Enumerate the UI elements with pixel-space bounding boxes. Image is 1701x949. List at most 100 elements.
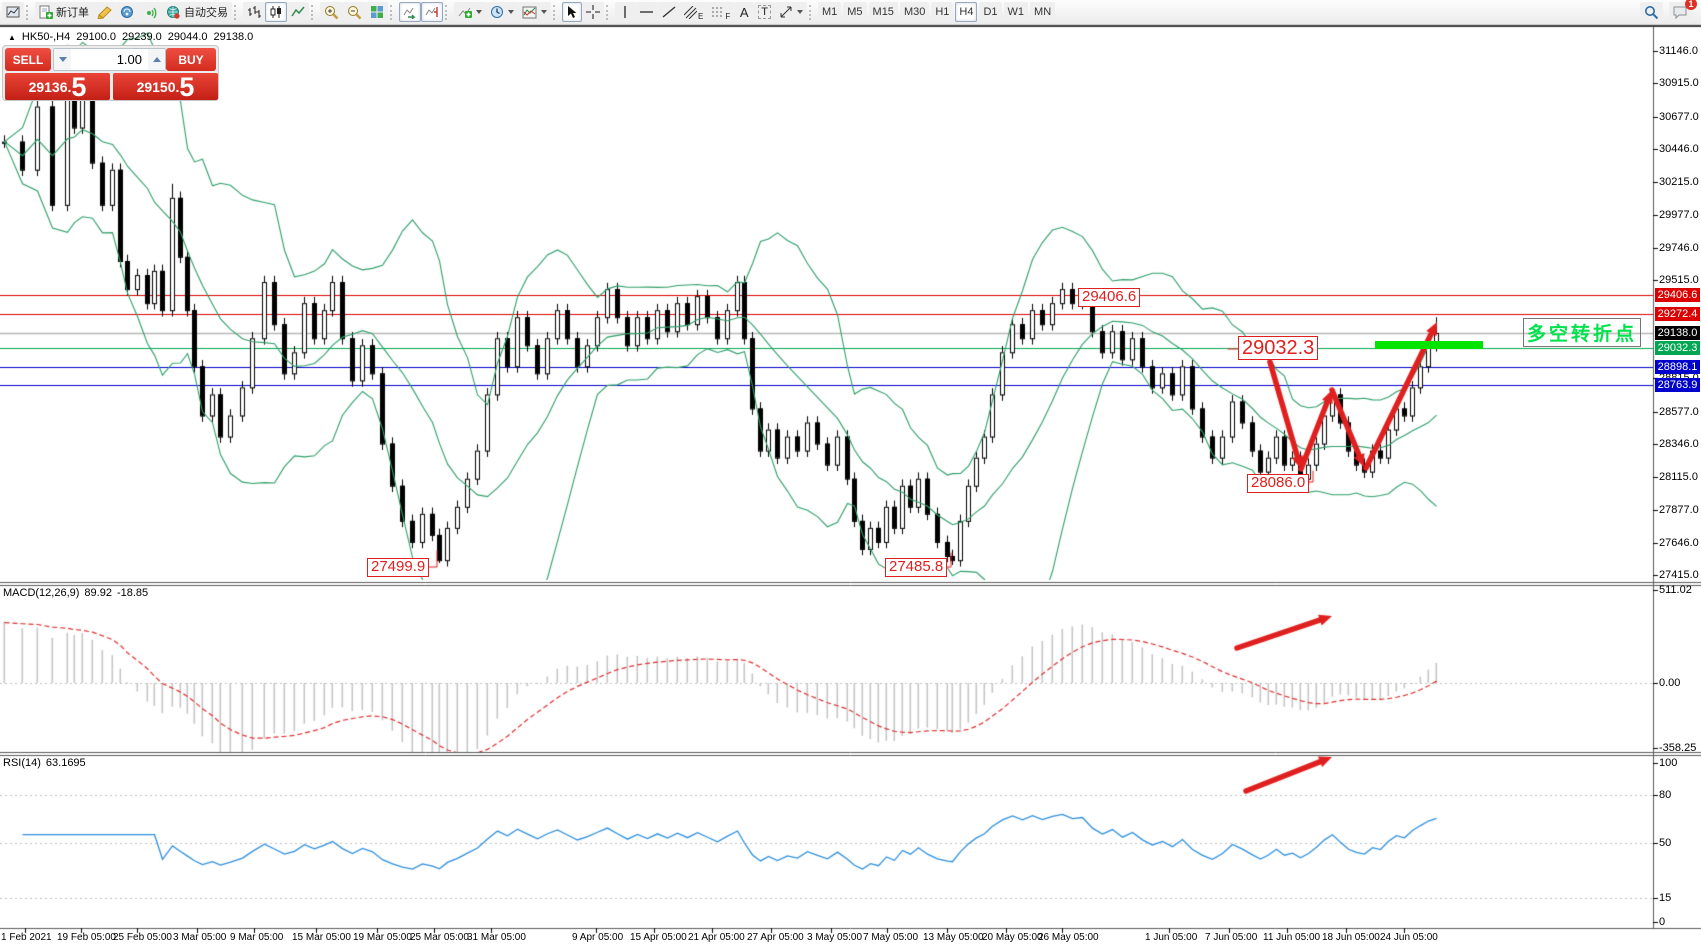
text-label-tool-button[interactable]: T: [754, 2, 775, 22]
buy-price-pips: 5: [179, 72, 195, 102]
tile-windows-icon: [371, 6, 383, 18]
sell-price-button[interactable]: 29136. 5: [5, 73, 110, 101]
toolbar-right-group: 1: [1640, 0, 1699, 22]
volume-control: [53, 48, 166, 71]
low-value: 29044.0: [167, 31, 208, 43]
label-tool-letter: T: [758, 5, 771, 19]
channel-letter: E: [698, 12, 704, 21]
toolbar-drag-handle: [26, 4, 31, 20]
candlestick-mode-button[interactable]: [265, 2, 287, 22]
buy-price-main: 29150: [136, 79, 176, 95]
vertical-line-tool-button[interactable]: [615, 2, 635, 22]
zoom-in-button[interactable]: [320, 2, 343, 22]
clock-icon: [491, 6, 503, 18]
volume-increase-button[interactable]: [148, 49, 165, 70]
one-click-trading-panel: SELL BUY 29136.5 29150.5: [2, 45, 219, 101]
buy-button[interactable]: BUY: [166, 48, 216, 71]
buy-price-button[interactable]: 29150. 5: [113, 72, 218, 102]
trendline-icon: [662, 6, 676, 18]
fibonacci-letter: F: [725, 12, 731, 21]
periods-button[interactable]: [486, 2, 518, 22]
toolbar-drag-handle: [445, 4, 450, 20]
arrows-tool-button[interactable]: [774, 2, 807, 22]
collapse-marker-icon[interactable]: ▲: [8, 32, 16, 42]
timeframe-toolbar: M1 M5 M15 M30 H1 H4 D1 W1 MN: [817, 2, 1056, 22]
new-order-icon: [39, 5, 53, 19]
open-value: 29100.0: [76, 31, 116, 43]
autotrading-icon: [167, 6, 180, 19]
sell-button[interactable]: SELL: [5, 48, 51, 71]
text-tool-button[interactable]: A: [734, 2, 755, 22]
timeframe-m15[interactable]: M15: [868, 2, 898, 22]
macd-signal-value: -18.85: [116, 587, 149, 599]
time-axis[interactable]: [0, 929, 1653, 949]
timeframe-h4[interactable]: H4: [955, 2, 978, 22]
cursor-icon: [568, 6, 577, 18]
timeframe-m5[interactable]: M5: [843, 2, 867, 22]
notifications-button[interactable]: 1: [1669, 0, 1697, 22]
bar-chart-icon: [248, 6, 261, 18]
timeframe-m30[interactable]: M30: [899, 2, 930, 22]
volume-decrease-button[interactable]: [54, 49, 71, 70]
timeframe-w1[interactable]: W1: [1003, 2, 1029, 22]
buy-price-dot: .: [175, 79, 180, 95]
candlestick-icon: [270, 6, 281, 18]
macd-label-row: MACD(12,26,9) 89.92 -18.85: [3, 587, 148, 599]
timeframe-h1[interactable]: H1: [931, 2, 954, 22]
cursor-tool-button[interactable]: [562, 2, 582, 22]
indicators-button[interactable]: [454, 2, 486, 22]
line-chart-icon: [291, 6, 305, 17]
price-axis[interactable]: [1654, 28, 1701, 928]
vertical-line-icon: [624, 6, 626, 18]
chart-shift-button[interactable]: [421, 2, 443, 22]
metaeditor-icon: [97, 5, 112, 19]
rsi-label: RSI(14): [3, 757, 41, 769]
notification-badge: 1: [1685, 0, 1697, 10]
crosshair-icon: [586, 5, 600, 19]
mini-chart-icon: [6, 6, 20, 18]
timeframe-mn[interactable]: MN: [1030, 2, 1056, 22]
autotrading-button[interactable]: 自动交易: [162, 2, 232, 22]
macd-label: MACD(12,26,9): [3, 587, 80, 599]
signals-button[interactable]: [139, 2, 162, 22]
indicators-icon: [458, 7, 472, 18]
timeframe-m1[interactable]: M1: [817, 2, 842, 22]
chart-shift-icon: [425, 7, 438, 17]
horizontal-line-tool-button[interactable]: [635, 2, 658, 22]
equidistant-channel-tool-button[interactable]: E: [680, 2, 708, 22]
triangle-up-icon: [152, 57, 161, 62]
dropdown-arrow-icon: [508, 10, 514, 14]
market-button[interactable]: [116, 2, 139, 22]
text-tool-letter: A: [739, 4, 749, 20]
zoom-out-button[interactable]: [343, 2, 366, 22]
fibonacci-tool-button[interactable]: F: [707, 2, 735, 22]
channel-icon: [684, 5, 697, 19]
triangle-down-icon: [58, 57, 67, 62]
templates-button[interactable]: [518, 2, 551, 22]
toolbar: 新订单 自动交易: [0, 0, 1701, 25]
arrows-icon: [780, 6, 792, 18]
dropdown-arrow-icon: [476, 10, 482, 14]
crosshair-tool-button[interactable]: [582, 2, 604, 22]
toolbar-drag-handle: [311, 4, 316, 20]
search-button[interactable]: [1640, 2, 1663, 22]
metaeditor-button[interactable]: [93, 2, 116, 22]
symbol-ohlc-bar: ▲ HK50-,H4 29100.0 29239.0 29044.0 29138…: [8, 31, 253, 43]
sell-price-main: 29136: [28, 79, 68, 95]
zoom-in-icon: [325, 5, 339, 19]
tile-windows-button[interactable]: [366, 2, 388, 22]
trendline-tool-button[interactable]: [658, 2, 680, 22]
symbol-timeframe-label: HK50-,H4: [21, 31, 71, 43]
chart-window-icon[interactable]: [2, 2, 24, 22]
auto-scroll-button[interactable]: [399, 2, 421, 22]
bar-chart-mode-button[interactable]: [243, 2, 265, 22]
fibonacci-icon: [712, 7, 724, 16]
volume-input[interactable]: [71, 51, 148, 68]
templates-icon: [522, 6, 537, 18]
toolbar-drag-handle: [234, 4, 239, 20]
new-order-button[interactable]: 新订单: [35, 2, 93, 22]
timeframe-d1[interactable]: D1: [979, 2, 1002, 22]
line-chart-mode-button[interactable]: [287, 2, 309, 22]
